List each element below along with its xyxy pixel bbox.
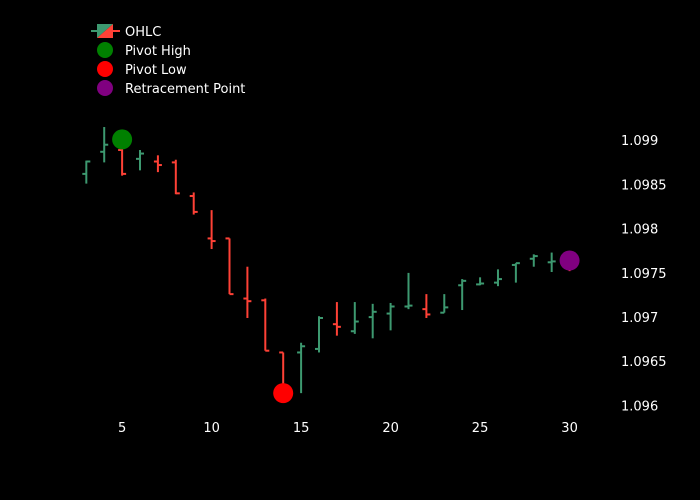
ohlc-bar[interactable] [368,303,377,339]
ohlc-bar[interactable] [136,150,145,171]
legend-marker-swatch [97,80,113,96]
y-tick-label: 1.0965 [621,355,667,370]
legend-item-retracement[interactable]: Retracement Point [97,80,245,97]
ohlc-bar[interactable] [350,302,359,334]
ohlc-bar[interactable] [547,252,556,273]
y-tick-label: 1.096 [621,399,658,414]
legend-label: OHLC [125,25,161,40]
ohlc-bar[interactable] [529,254,538,267]
y-tick-label: 1.0975 [621,267,667,282]
ohlc-bar[interactable] [386,302,395,331]
legend-label: Pivot Low [125,63,187,78]
y-tick-label: 1.097 [621,311,658,326]
x-tick-label: 10 [203,421,220,436]
ohlc-bar[interactable] [225,237,234,296]
ohlc-bar[interactable] [100,127,109,163]
legend-item-pivot-low[interactable]: Pivot Low [97,61,187,78]
x-tick-label: 5 [118,421,126,436]
ohlc-bar[interactable] [261,298,270,352]
ohlc-bar[interactable] [243,266,252,318]
x-axis-tick-labels: 5 10 15 20 25 30 [118,421,578,436]
y-axis-tick-labels: 1.096 1.0965 1.097 1.0975 1.098 1.0985 1.099 [621,134,667,414]
legend-item-ohlc[interactable]: OHLC [91,24,161,40]
ohlc-bar[interactable] [297,342,306,394]
legend[interactable]: OHLC Pivot High Pivot Low Retracement Point [91,24,245,97]
legend-label: Retracement Point [125,82,245,97]
y-tick-label: 1.099 [621,134,658,149]
x-tick-label: 20 [382,421,399,436]
ohlc-bar[interactable] [476,277,485,286]
ohlc-bar[interactable] [314,316,323,353]
ohlc-bar[interactable] [422,294,431,318]
ohlc-bar[interactable] [207,210,216,250]
ohlc-bar[interactable] [332,302,341,336]
legend-marker-swatch [97,42,113,58]
x-tick-label: 15 [293,421,310,436]
y-tick-label: 1.0985 [621,178,667,193]
legend-ohlc-decreasing-swatch [97,24,113,38]
ohlc-bar[interactable] [404,272,413,310]
retracement-point-marker[interactable] [559,250,580,271]
ohlc-bar[interactable] [153,155,162,173]
legend-label: Pivot High [125,44,191,59]
ohlc-bar[interactable] [458,279,467,311]
marker-series [112,129,580,404]
pivot-high-marker[interactable] [112,129,133,150]
x-tick-label: 25 [472,421,489,436]
ohlc-bar[interactable] [82,160,91,184]
ohlc-bar[interactable] [511,262,520,283]
ohlc-bar[interactable] [171,159,180,195]
ohlc-bar[interactable] [189,192,198,215]
x-tick-label: 30 [561,421,578,436]
ohlc-bar[interactable] [493,269,502,287]
legend-item-pivot-high[interactable]: Pivot High [97,42,191,59]
legend-marker-swatch [97,61,113,77]
pivot-low-marker[interactable] [273,383,294,404]
y-tick-label: 1.098 [621,223,658,238]
ohlc-bar[interactable] [440,294,449,314]
